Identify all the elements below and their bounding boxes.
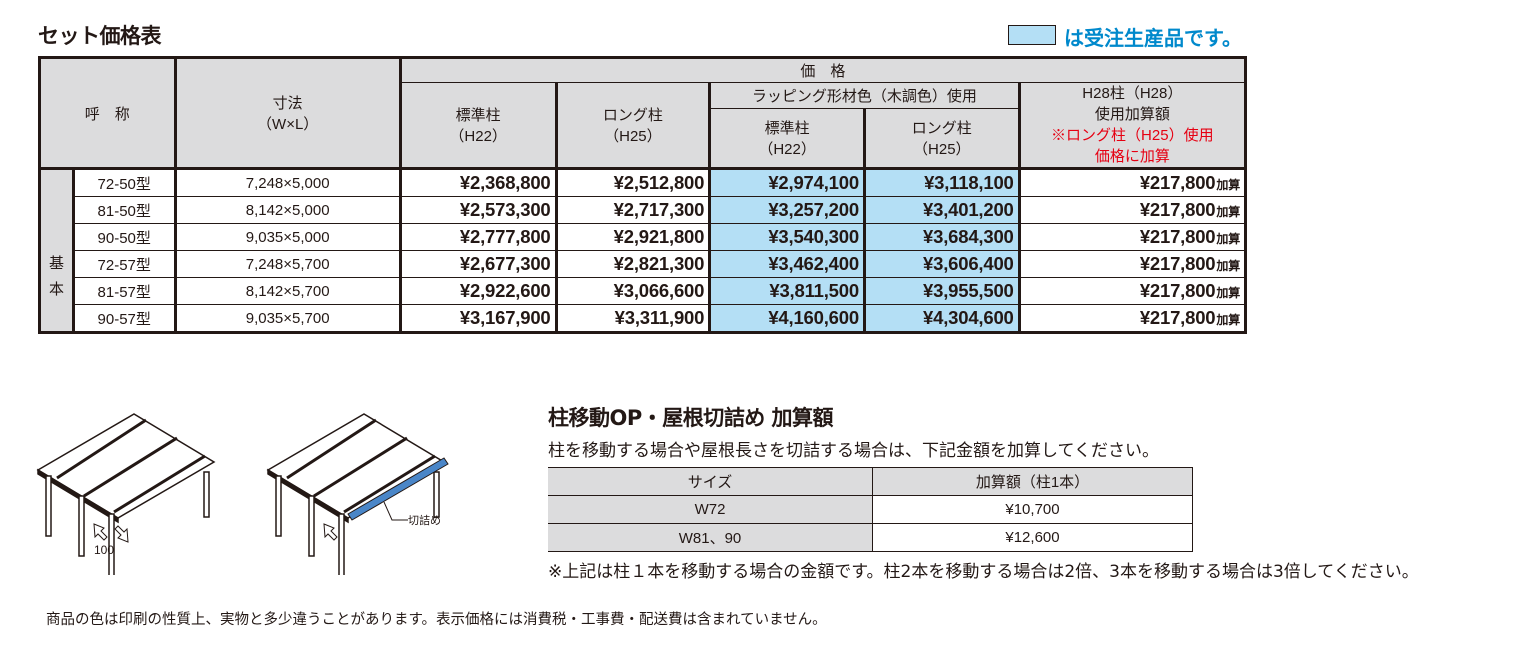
price-wrapping-standard: ¥3,257,200 [709,196,866,224]
roof-trim-illustration: 切詰め [266,413,449,575]
row-name: 72-50型 [73,168,177,197]
header-size: サイズ [548,467,873,496]
price-wrapping-long: ¥4,304,600 [864,304,1021,333]
made-to-order-legend: は受注生産品です。 [1064,26,1242,50]
price-standard: ¥2,368,800 [400,168,558,197]
header-long: ロング柱 （H25） [556,82,712,170]
header-standard: 標準柱 （H22） [400,82,558,170]
price-wrapping-long: ¥3,684,300 [864,223,1021,251]
set-price-table: 呼 称 寸法 （W×L） 価 格 標準柱 （H22） ロング柱 （H25） ラッピン… [38,56,1248,334]
row-size: W72 [548,495,873,524]
price-wrapping-standard: ¥2,974,100 [709,168,866,197]
option-note: ※上記は柱１本を移動する場合の金額です。柱2本を移動する場合は2倍、3本を移動す… [548,562,1419,582]
table-row: 90-50型 9,035×5,000 ¥2,777,800 ¥2,921,800… [40,223,1246,251]
table-header-row: サイズ 加算額（柱1本） [548,467,1193,496]
table-row: 90-57型 9,035×5,700 ¥3,167,900 ¥3,311,900… [40,304,1246,333]
price-h28: ¥217,800加算 [1019,223,1246,251]
price-wrapping-long: ¥3,118,100 [864,168,1021,197]
header-name: 呼 称 [38,56,177,170]
row-amount: ¥10,700 [872,495,1193,524]
header-wrapping-group: ラッピング形材色（木調色）使用 [709,82,1021,109]
made-to-order-swatch [1008,25,1056,45]
option-section-description: 柱を移動する場合や屋根長さを切詰する場合は、下記金額を加算してください。 [548,441,1159,461]
option-price-table: サイズ 加算額（柱1本） W72 ¥10,700 W81、90 ¥12,600 [548,467,1193,552]
price-long: ¥2,717,300 [556,196,712,224]
price-h28: ¥217,800加算 [1019,277,1246,305]
arrow-icon [114,525,129,543]
table-row: 81-50型 8,142×5,000 ¥2,573,300 ¥2,717,300… [40,196,1246,224]
row-size: W81、90 [548,523,873,552]
svg-text:100: 100 [94,543,114,557]
table-row: 72-57型 7,248×5,700 ¥2,677,300 ¥2,821,300… [40,250,1246,278]
price-long: ¥2,821,300 [556,250,712,278]
row-size: 9,035×5,700 [175,304,402,333]
row-name: 90-50型 [73,223,177,251]
price-standard: ¥2,573,300 [400,196,558,224]
price-h28: ¥217,800加算 [1019,250,1246,278]
row-name: 72-57型 [73,250,177,278]
header-wrapping-standard: 標準柱 （H22） [709,108,866,171]
row-size: 7,248×5,000 [175,168,402,197]
price-long: ¥3,066,600 [556,277,712,305]
price-standard: ¥2,777,800 [400,223,558,251]
price-h28: ¥217,800加算 [1139,172,1240,193]
price-standard: ¥2,922,600 [400,277,558,305]
price-h28: ¥217,800加算 [1019,304,1246,333]
header-amount: 加算額（柱1本） [872,467,1193,496]
header-wrapping-long: ロング柱 （H25） [864,108,1021,171]
arrow-icon [93,523,108,541]
header-size: 寸法 （W×L） [173,56,402,170]
price-long: ¥3,311,900 [556,304,712,333]
header-h28: H28柱（H28） 使用加算額 ※ロング柱（H25）使用 価格に加算 [1019,82,1248,170]
price-standard: ¥2,677,300 [400,250,558,278]
table-row: W81、90 ¥12,600 [548,523,1193,552]
price-standard: ¥3,167,900 [400,304,558,333]
price-h28: ¥217,800加算 [1019,196,1246,224]
post-relocation-illustration: 100 [36,413,216,575]
table-row: 81-57型 8,142×5,700 ¥2,922,600 ¥3,066,600… [40,277,1246,305]
row-name: 90-57型 [73,304,177,333]
price-wrapping-long: ¥3,955,500 [864,277,1021,305]
page-title: セット価格表 [38,24,162,48]
svg-text:切詰め: 切詰め [408,513,441,527]
row-amount: ¥12,600 [872,523,1193,552]
price-wrapping-long: ¥3,606,400 [864,250,1021,278]
row-size: 8,142×5,000 [175,196,402,224]
price-wrapping-standard: ¥4,160,600 [709,304,866,333]
price-wrapping-standard: ¥3,462,400 [709,250,866,278]
price-long: ¥2,921,800 [556,223,712,251]
row-name: 81-57型 [73,277,177,305]
trim-area [347,457,449,521]
header-price-group: 価 格 [400,56,1248,83]
price-wrapping-standard: ¥3,540,300 [709,223,866,251]
price-wrapping-long: ¥3,401,200 [864,196,1021,224]
price-long: ¥2,512,800 [556,168,712,197]
footer-note: 商品の色は印刷の性質上、実物と多少違うことがあります。表示価格には消費税・工事費… [46,612,827,628]
price-wrapping-standard: ¥3,811,500 [709,277,866,305]
table-row: 基 本 72-50型 7,248×5,000 ¥2,368,800 ¥2,512… [39,168,1246,333]
option-section-title: 柱移動OP・屋根切詰め 加算額 [548,406,834,430]
row-name: 81-50型 [73,196,177,224]
row-size: 8,142×5,700 [175,277,402,305]
group-label-basic: 基 本 [39,168,75,333]
arrow-icon [323,523,338,541]
row-size: 9,035×5,000 [175,223,402,251]
row-size: 7,248×5,700 [175,250,402,278]
table-row: W72 ¥10,700 [548,495,1193,524]
